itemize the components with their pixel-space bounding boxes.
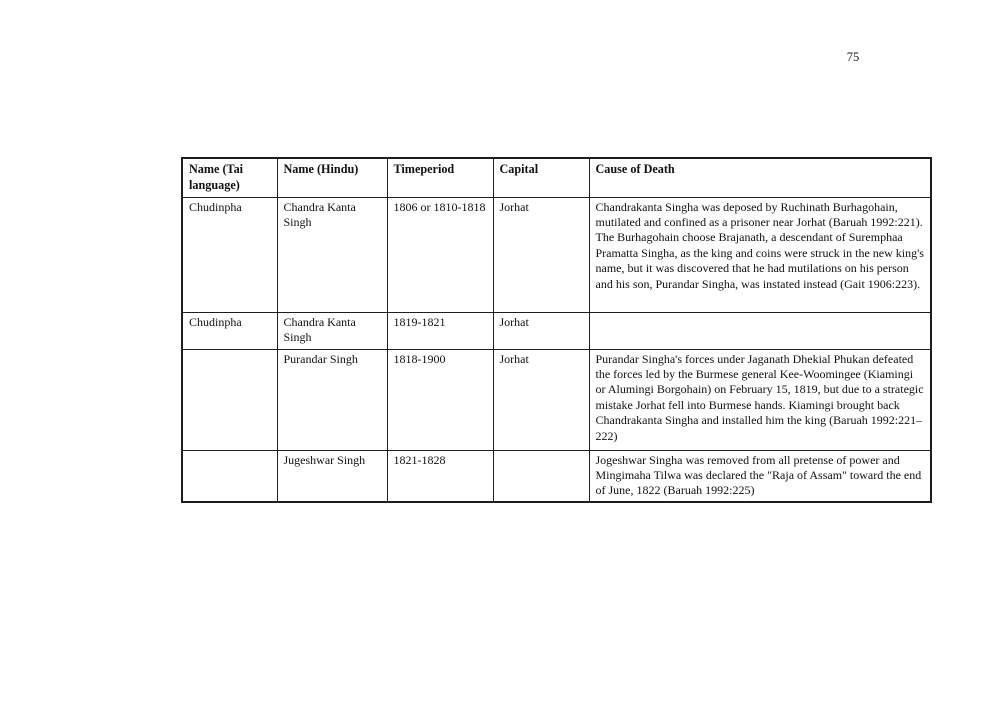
cell-timeperiod: 1818-1900 — [386, 348, 494, 451]
cell-timeperiod: 1819-1821 — [386, 311, 494, 350]
table-header-row: Name (Tai language) Name (Hindu) Timeper… — [181, 157, 932, 198]
cell-timeperiod: 1806 or 1810-1818 — [386, 196, 494, 313]
cell-capital: Jorhat — [492, 348, 590, 451]
cell-capital: Jorhat — [492, 311, 590, 350]
header-cause-of-death: Cause of Death — [588, 157, 932, 198]
rulers-table: Name (Tai language) Name (Hindu) Timeper… — [181, 157, 932, 503]
cell-capital — [492, 449, 590, 503]
cell-cause-of-death: Jogeshwar Singha was removed from all pr… — [588, 449, 932, 503]
cell-capital: Jorhat — [492, 196, 590, 313]
table-row: Jugeshwar Singh 1821-1828 Jogeshwar Sing… — [181, 449, 932, 503]
cell-name-hindu: Chandra Kanta Singh — [276, 196, 388, 313]
header-timeperiod: Timeperiod — [386, 157, 494, 198]
page-number: 75 — [846, 50, 860, 64]
header-capital: Capital — [492, 157, 590, 198]
cell-cause-of-death: Chandrakanta Singha was deposed by Ruchi… — [588, 196, 932, 313]
table-row: Purandar Singh 1818-1900 Jorhat Purandar… — [181, 348, 932, 451]
header-name-tai: Name (Tai language) — [181, 157, 278, 198]
cell-name-tai — [181, 348, 278, 451]
cell-name-tai: Chudinpha — [181, 311, 278, 350]
table-row: Chudinpha Chandra Kanta Singh 1819-1821 … — [181, 311, 932, 350]
cell-name-hindu: Chandra Kanta Singh — [276, 311, 388, 350]
cell-name-hindu: Jugeshwar Singh — [276, 449, 388, 503]
cell-cause-of-death — [588, 311, 932, 350]
header-name-hindu: Name (Hindu) — [276, 157, 388, 198]
table-row: Chudinpha Chandra Kanta Singh 1806 or 18… — [181, 196, 932, 313]
cell-name-hindu: Purandar Singh — [276, 348, 388, 451]
cell-name-tai — [181, 449, 278, 503]
cell-cause-of-death: Purandar Singha's forces under Jaganath … — [588, 348, 932, 451]
cell-name-tai: Chudinpha — [181, 196, 278, 313]
cell-timeperiod: 1821-1828 — [386, 449, 494, 503]
